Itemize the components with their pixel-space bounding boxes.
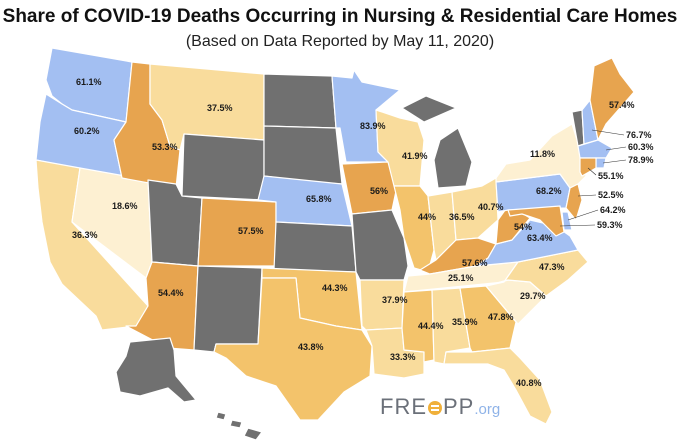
state-CT (579, 157, 597, 177)
state-AK (115, 337, 197, 403)
label-WV: 54% (514, 222, 532, 232)
state-TX (213, 277, 373, 421)
state-AR (359, 279, 405, 331)
label-PA: 68.2% (536, 186, 562, 196)
label-MN: 83.9% (360, 121, 386, 131)
state-CO (197, 197, 277, 267)
state-NJ (565, 183, 583, 221)
leader-NJ (577, 194, 597, 197)
label-ID: 53.3% (152, 142, 178, 152)
state-NM (193, 265, 263, 353)
state-ND (263, 73, 337, 129)
label-SC: 29.7% (520, 291, 546, 301)
label-MA: 60.3% (628, 142, 654, 152)
label-OH: 40.7% (478, 202, 504, 212)
label-WA: 61.1% (76, 77, 102, 87)
label-VA: 63.4% (527, 233, 553, 243)
leader-CT (587, 167, 597, 176)
freopp-logo: FRE PP.org (380, 394, 501, 419)
label-GA: 47.8% (488, 312, 514, 322)
label-NH: 76.7% (626, 130, 652, 140)
label-AR: 37.9% (382, 295, 408, 305)
state-KS (273, 221, 357, 273)
map-subtitle: (Based on Data Reported by May 11, 2020) (185, 33, 495, 50)
leader-RI (602, 159, 627, 164)
state-SD (263, 125, 343, 185)
label-CT: 55.1% (598, 171, 624, 181)
label-ME: 57.4% (609, 100, 635, 110)
label-AL: 35.9% (452, 317, 478, 327)
label-RI: 78.9% (628, 155, 654, 165)
label-IL: 44% (418, 212, 436, 222)
map-title: Share of COVID-19 Deaths Occurring in Nu… (2, 6, 678, 27)
state-HI (215, 411, 263, 441)
label-FL: 40.8% (516, 378, 542, 388)
state-MD (507, 205, 565, 237)
label-TX: 43.8% (298, 342, 324, 352)
label-DE: 64.2% (600, 205, 626, 215)
label-LA: 33.3% (390, 352, 416, 362)
label-MS: 44.4% (418, 321, 444, 331)
label-IA: 56% (370, 186, 388, 196)
label-WI: 41.9% (402, 151, 428, 161)
label-OR: 60.2% (74, 126, 100, 136)
leader-MA (605, 146, 627, 151)
state-WY (181, 133, 265, 201)
label-CA: 36.3% (72, 230, 98, 240)
label-AZ: 54.4% (158, 288, 184, 298)
leader-DE (567, 209, 599, 221)
label-KY: 57.6% (462, 258, 488, 268)
label-NV: 18.6% (112, 201, 138, 211)
label-TN: 25.1% (448, 273, 474, 283)
state-MA (577, 139, 613, 159)
label-NE: 65.8% (306, 194, 332, 204)
state-MI (401, 95, 473, 189)
leader-NH (591, 129, 625, 136)
leader-MD (559, 224, 596, 227)
label-NJ: 52.5% (598, 190, 624, 200)
state-FL (443, 347, 553, 425)
label-MT: 37.5% (207, 103, 233, 113)
label-OK: 44.3% (322, 283, 348, 293)
state-MO (351, 209, 409, 281)
label-NY: 11.8% (530, 149, 555, 159)
label-IN: 36.5% (449, 212, 475, 222)
label-CO: 57.5% (238, 226, 264, 236)
state-ME (589, 57, 635, 141)
label-NC: 47.3% (539, 262, 565, 272)
label-MD: 59.3% (597, 220, 623, 230)
equals-circle-icon (428, 401, 442, 415)
